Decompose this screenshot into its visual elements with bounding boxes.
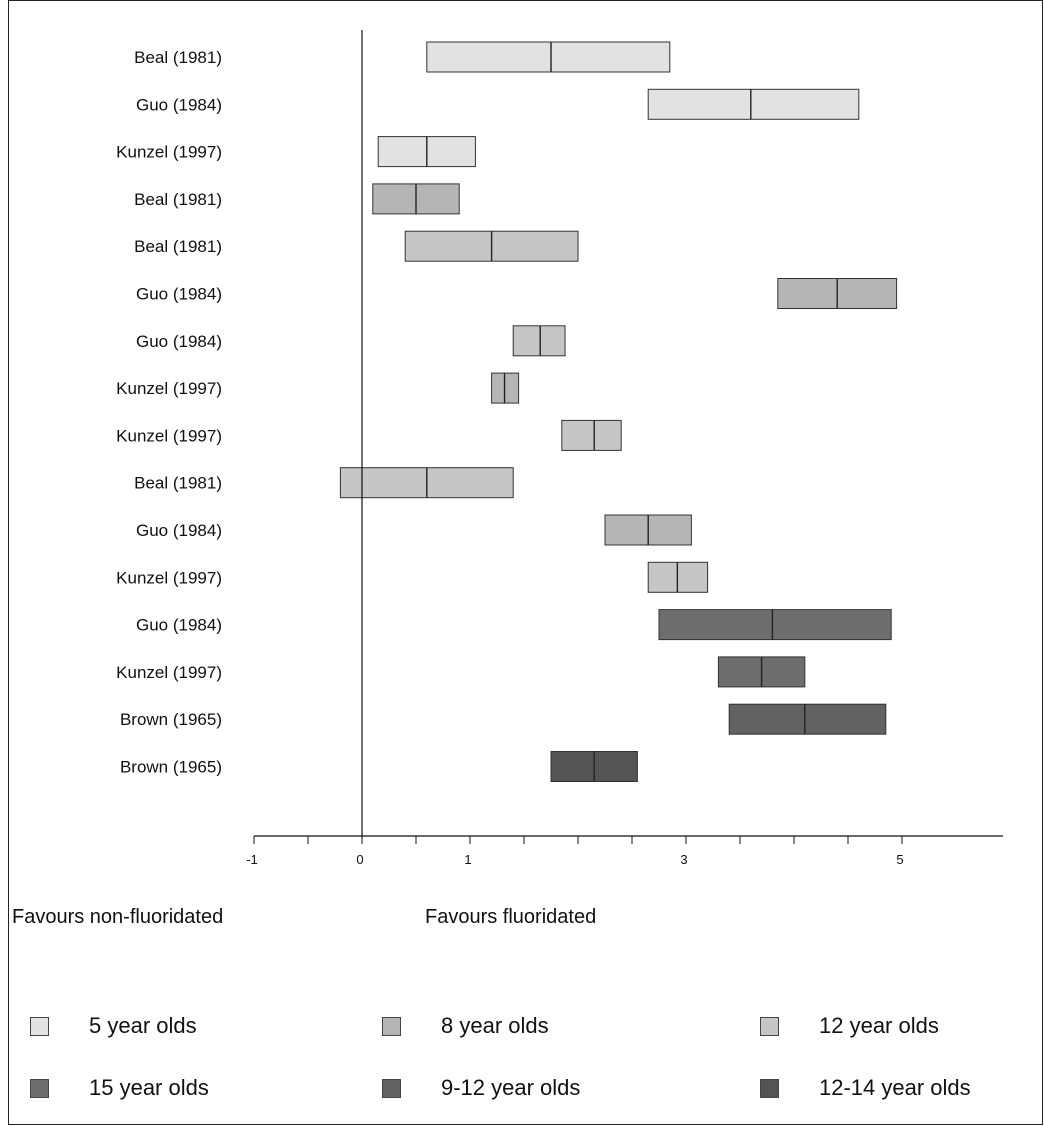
x-tick-label: 5 (896, 852, 903, 867)
legend-swatch (760, 1078, 779, 1098)
study-label: Beal (1981) (134, 474, 222, 493)
legend-label: 8 year olds (441, 1013, 549, 1038)
legend-item: 15 year olds (30, 1073, 209, 1103)
study-label: Guo (1984) (136, 616, 222, 635)
legend-label: 5 year olds (89, 1013, 197, 1038)
confidence-interval-bar (512, 325, 566, 357)
study-label: Beal (1981) (134, 48, 222, 67)
study-label: Kunzel (1997) (116, 143, 222, 162)
favours-fluoridated-label: Favours fluoridated (425, 906, 597, 928)
legend-swatch (382, 1078, 401, 1098)
x-tick-label: 1 (464, 852, 471, 867)
interval-bars (339, 41, 898, 782)
legend-swatch (30, 1078, 49, 1098)
study-label: Brown (1965) (120, 710, 222, 729)
confidence-interval-bar (658, 609, 892, 641)
study-label: Kunzel (1997) (116, 568, 222, 587)
study-label: Kunzel (1997) (116, 663, 222, 682)
legend-item: 9-12 year olds (382, 1073, 580, 1103)
legend-item: 5 year olds (30, 1011, 197, 1041)
legend-swatch (760, 1016, 779, 1036)
x-axis: -1 0 1 3 5 (246, 835, 1003, 867)
forest-plot: Beal (1981) Guo (1984) Kunzel (1997) Beal (… (116, 30, 1003, 867)
study-label: Guo (1984) (136, 332, 222, 351)
study-label: Beal (1981) (134, 237, 222, 256)
study-label: Kunzel (1997) (116, 426, 222, 445)
legend-item: 12-14 year olds (760, 1073, 971, 1103)
study-labels: Beal (1981) Guo (1984) Kunzel (1997) Beal (… (116, 48, 222, 777)
study-label: Guo (1984) (136, 285, 222, 304)
confidence-interval-bar (561, 419, 622, 451)
legend-item: 8 year olds (382, 1011, 549, 1041)
legend-label: 12-14 year olds (819, 1075, 971, 1100)
legend-item: 12 year olds (760, 1011, 939, 1041)
x-tick-label: 0 (356, 852, 363, 867)
confidence-interval-bar (426, 41, 671, 73)
figure-frame (8, 0, 1043, 1125)
study-label: Guo (1984) (136, 95, 222, 114)
confidence-interval-bar (728, 703, 887, 735)
legend-label: 12 year olds (819, 1013, 939, 1038)
study-label: Kunzel (1997) (116, 379, 222, 398)
confidence-interval-bar (647, 88, 860, 120)
legend-label: 9-12 year olds (441, 1075, 581, 1100)
study-label: Guo (1984) (136, 521, 222, 540)
legend-swatch (382, 1016, 401, 1036)
x-tick-label: -1 (246, 852, 258, 867)
x-tick-label: 3 (680, 852, 687, 867)
legend-swatch (30, 1016, 49, 1036)
study-label: Brown (1965) (120, 758, 222, 777)
legend-label: 15 year olds (89, 1075, 209, 1100)
favours-non-fluoridated-label: Favours non-fluoridated (12, 906, 224, 928)
study-label: Beal (1981) (134, 190, 222, 209)
